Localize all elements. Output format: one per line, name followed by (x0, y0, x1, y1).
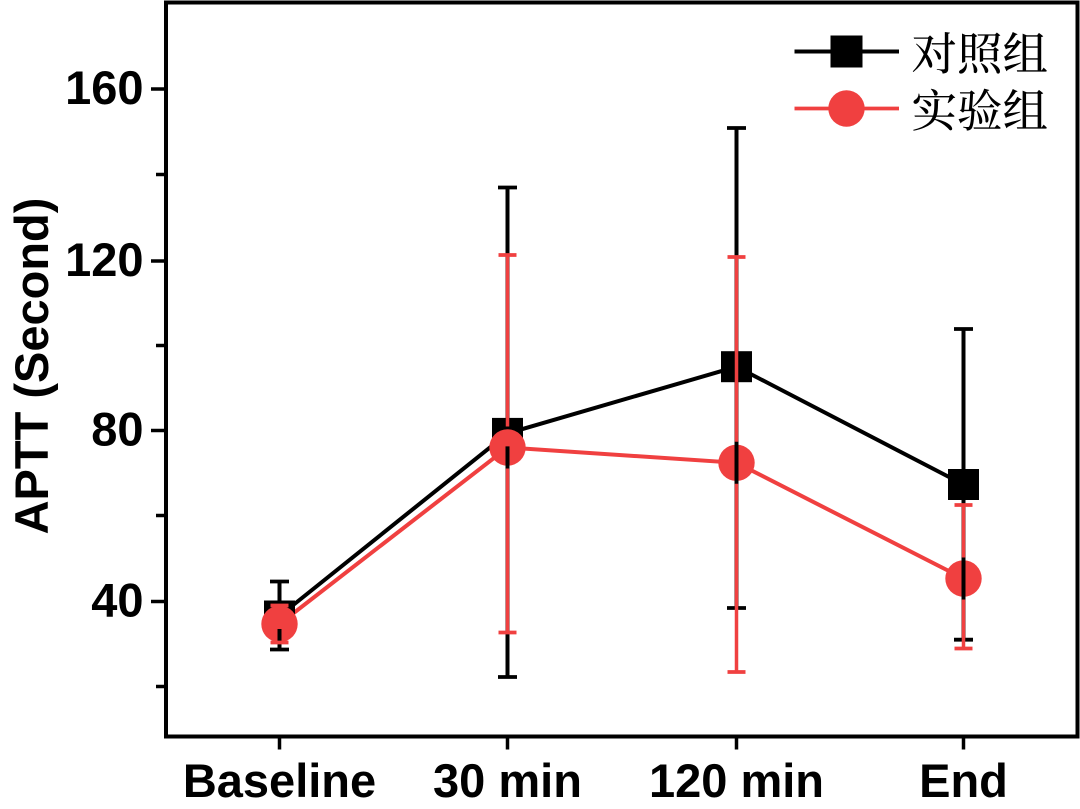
svg-text:30 min: 30 min (433, 754, 582, 807)
svg-text:120: 120 (65, 233, 143, 286)
svg-text:Baseline: Baseline (183, 754, 376, 807)
svg-text:APTT (Second): APTT (Second) (5, 198, 58, 535)
svg-text:120 min: 120 min (649, 754, 824, 807)
svg-text:40: 40 (91, 574, 143, 627)
svg-text:80: 80 (91, 403, 143, 456)
svg-text:End: End (919, 754, 1008, 807)
svg-text:160: 160 (65, 61, 143, 114)
